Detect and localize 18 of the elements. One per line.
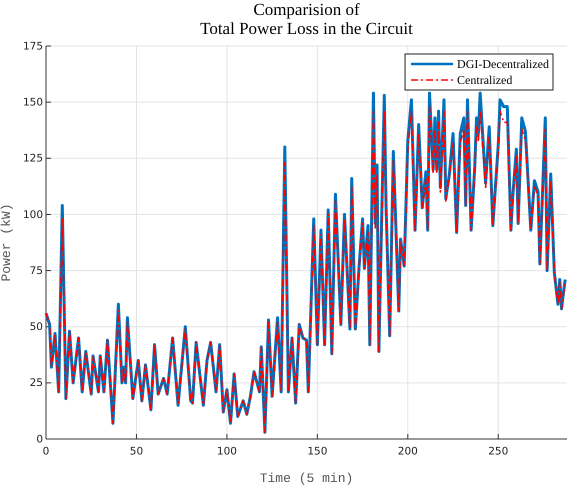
x-tick-label: 250 (488, 446, 508, 458)
x-tick-label: 100 (216, 446, 237, 458)
y-tick-label: 50 (30, 321, 43, 334)
y-tick-label: 75 (30, 264, 43, 277)
y-axis-title: Power (kW) (0, 203, 14, 282)
y-tick-label: 175 (22, 40, 43, 52)
y-tick-label: 125 (22, 152, 43, 165)
y-tick-label: 0 (36, 433, 43, 446)
chart-title: Comparision of Total Power Loss in the Circuit (200, 0, 414, 38)
y-tick-label: 25 (30, 377, 43, 390)
y-tick-label: 150 (22, 96, 43, 109)
x-tick-label: 150 (307, 446, 328, 458)
x-tick-label: 200 (398, 446, 418, 458)
x-axis-title: Time (5 min) (260, 471, 354, 486)
y-tick-label: 100 (22, 208, 43, 221)
legend-label: Centralized (457, 73, 512, 87)
legend-label: DGI-Decentralized (457, 57, 549, 71)
x-tick-label: 50 (130, 446, 144, 458)
